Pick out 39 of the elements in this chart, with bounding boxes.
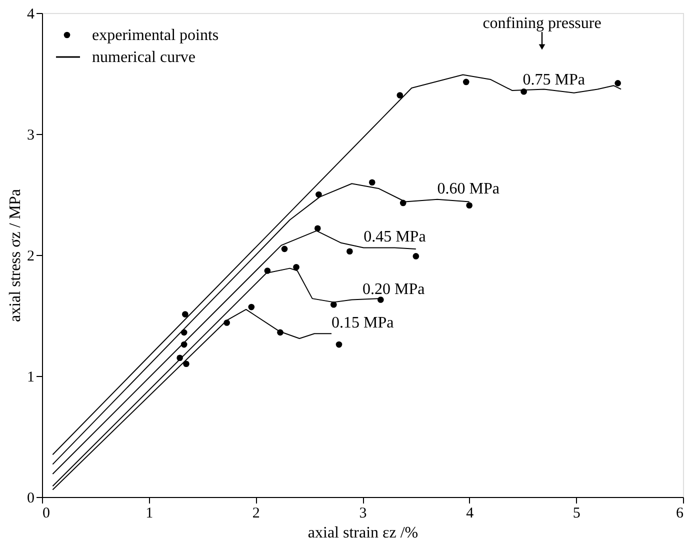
y-tick-label: 0 xyxy=(27,490,34,506)
point xyxy=(378,296,384,303)
point xyxy=(462,78,470,86)
point xyxy=(466,202,472,209)
x-axis-title: axial strain εz /% xyxy=(308,524,418,542)
annotation: 0.20 MPa xyxy=(362,280,425,298)
y-tick-label: 3 xyxy=(27,128,34,144)
y-tick-label: 1 xyxy=(27,370,34,386)
annotation: 0.75 MPa xyxy=(522,71,585,88)
x-tick-label: 2 xyxy=(252,506,260,522)
line-series xyxy=(52,74,622,456)
point xyxy=(182,311,188,318)
annotation: 0.45 MPa xyxy=(364,228,426,246)
annotation: 0.60 MPa xyxy=(437,180,500,198)
point xyxy=(183,360,190,368)
point xyxy=(314,225,321,232)
point xyxy=(336,341,342,348)
point xyxy=(281,246,288,252)
y-axis-title: axial stress σz / MPa xyxy=(7,188,24,322)
x-tick-label: 0 xyxy=(42,506,50,522)
point xyxy=(293,264,300,270)
point xyxy=(396,92,404,98)
point xyxy=(346,248,353,255)
y-tick-label: 2 xyxy=(27,248,34,264)
legend-label: numerical curve xyxy=(92,49,196,66)
y-tick-label: 4 xyxy=(27,6,35,22)
point xyxy=(316,191,322,198)
x-tick-label: 3 xyxy=(359,506,367,522)
x-tick-label: 5 xyxy=(572,506,580,522)
point xyxy=(614,80,621,86)
point xyxy=(368,179,376,186)
x-tick-label: 1 xyxy=(146,506,154,522)
annotation: confining pressure xyxy=(482,15,602,32)
point xyxy=(412,253,420,260)
point xyxy=(248,304,255,310)
x-tick-label: 6 xyxy=(676,506,684,522)
annotation: 0.15 MPa xyxy=(332,314,394,332)
legend-label: experimental points xyxy=(92,27,219,44)
x-tick-label: 4 xyxy=(466,506,474,522)
